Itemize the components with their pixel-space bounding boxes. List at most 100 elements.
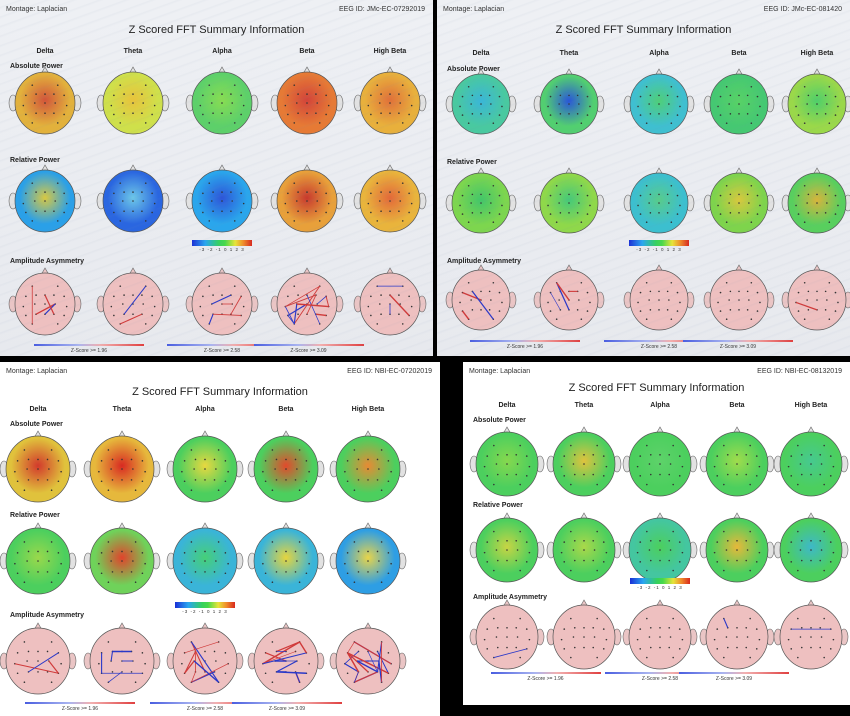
electrode-dot xyxy=(204,479,206,481)
electrode-dot xyxy=(649,473,652,476)
electrode-dot xyxy=(576,94,579,97)
electrode-dot xyxy=(749,617,751,620)
electrode-dot xyxy=(134,541,137,543)
electrode-dot xyxy=(144,323,147,325)
zscore-scale-bar xyxy=(34,344,144,346)
electrode-dot xyxy=(820,636,823,638)
electrode-dot xyxy=(593,549,596,551)
electrode-dot xyxy=(22,104,25,107)
electrode-dot xyxy=(380,112,382,114)
electrode-dot xyxy=(726,473,729,476)
electrode-dot xyxy=(60,562,62,565)
electrode-dot xyxy=(797,656,799,659)
electrode-dot xyxy=(649,309,652,311)
electrode-dot xyxy=(63,113,65,116)
electrode-dot xyxy=(486,475,489,477)
electrode-dot xyxy=(408,113,410,116)
electrode-dot xyxy=(659,539,661,542)
electrode-dot xyxy=(35,93,37,95)
electrode-dot xyxy=(829,561,832,563)
electrode-dot xyxy=(130,550,133,553)
electrode-dot xyxy=(729,193,732,196)
electrode-dot xyxy=(27,458,30,461)
electrode-dot xyxy=(221,102,223,104)
electrode-dot xyxy=(828,221,831,224)
electrode-dot xyxy=(790,561,793,563)
electrode-dot xyxy=(658,113,660,115)
electrode-dot xyxy=(54,200,56,202)
electrode-dot xyxy=(834,114,837,116)
zscore-label: Z-Score >= 3.09 xyxy=(719,344,757,350)
electrode-dot xyxy=(799,636,802,638)
electrode-dot xyxy=(719,114,722,116)
electrode-dot xyxy=(121,468,123,470)
electrode-dot xyxy=(134,489,137,492)
electrode-dot xyxy=(224,572,227,575)
electrode-dot xyxy=(53,93,55,95)
electrode-dot xyxy=(315,210,317,212)
electrode-dot xyxy=(516,549,519,551)
electrode-dot xyxy=(549,114,552,116)
relative-power-headmap xyxy=(270,162,344,234)
electrode-dot xyxy=(144,220,147,222)
electrode-dot xyxy=(555,85,558,88)
electrode-dot xyxy=(659,646,661,649)
electrode-dot xyxy=(797,483,799,486)
electrode-dot xyxy=(111,479,114,481)
electrode-dot xyxy=(492,281,495,284)
electrode-dot xyxy=(380,210,382,212)
electrode-dot xyxy=(824,290,827,293)
electrode-dot xyxy=(26,468,28,470)
electrode-dot xyxy=(749,530,751,533)
zscore-scale-bar xyxy=(150,702,260,704)
electrode-dot xyxy=(23,641,26,643)
electrode-dot xyxy=(480,103,482,105)
electrode-dot xyxy=(810,453,812,456)
electrode-dot xyxy=(398,93,400,95)
electrode-dot xyxy=(119,122,122,124)
electrode-dot xyxy=(645,318,648,321)
electrode-dot xyxy=(506,636,508,638)
section-label-asymmetry: Amplitude Asymmetry xyxy=(473,594,548,601)
band-label: Beta xyxy=(299,48,315,55)
electrode-dot xyxy=(725,281,728,284)
electrode-dot xyxy=(144,562,146,565)
electrode-dot xyxy=(483,551,486,554)
electrode-dot xyxy=(467,281,470,284)
electrode-dot xyxy=(202,113,204,116)
electrode-dot xyxy=(353,449,356,451)
electrode-dot xyxy=(586,310,589,312)
amplitude-asymmetry-headmap xyxy=(185,265,259,337)
electrode-dot xyxy=(294,479,297,481)
electrode-dot xyxy=(816,113,818,115)
electrode-dot xyxy=(233,84,236,86)
electrode-dot xyxy=(580,221,583,224)
electrode-dot xyxy=(668,559,671,562)
electrode-dot xyxy=(819,646,822,649)
electrode-dot xyxy=(141,460,144,462)
electrode-dot xyxy=(515,559,518,562)
electrode-dot xyxy=(113,314,115,317)
electrode-dot xyxy=(572,549,575,551)
electrode-dot xyxy=(121,560,123,562)
electrode-dot xyxy=(31,220,34,222)
electrode-dot xyxy=(596,617,598,620)
electrode-dot xyxy=(242,202,245,205)
electrode-dot xyxy=(583,463,585,465)
electrode-dot xyxy=(758,465,761,468)
zscore-threshold: Z-Score >= 3.09 xyxy=(232,702,342,712)
panel-title: Z Scored FFT Summary Information xyxy=(132,386,308,398)
electrode-dot xyxy=(658,299,660,301)
electrode-dot xyxy=(723,656,725,659)
electrode-dot xyxy=(648,103,650,105)
electrode-dot xyxy=(63,192,65,195)
relative-power-headmap xyxy=(546,510,622,584)
electrode-dot xyxy=(151,314,153,317)
electrode-dot xyxy=(367,560,369,562)
electrode-dot xyxy=(57,572,60,575)
electrode-dot xyxy=(823,483,825,486)
zscore-threshold: Z-Score >= 1.96 xyxy=(490,672,601,682)
asymmetry-line xyxy=(389,294,410,316)
electrode-dot xyxy=(376,571,379,573)
electrode-dot xyxy=(810,646,812,649)
